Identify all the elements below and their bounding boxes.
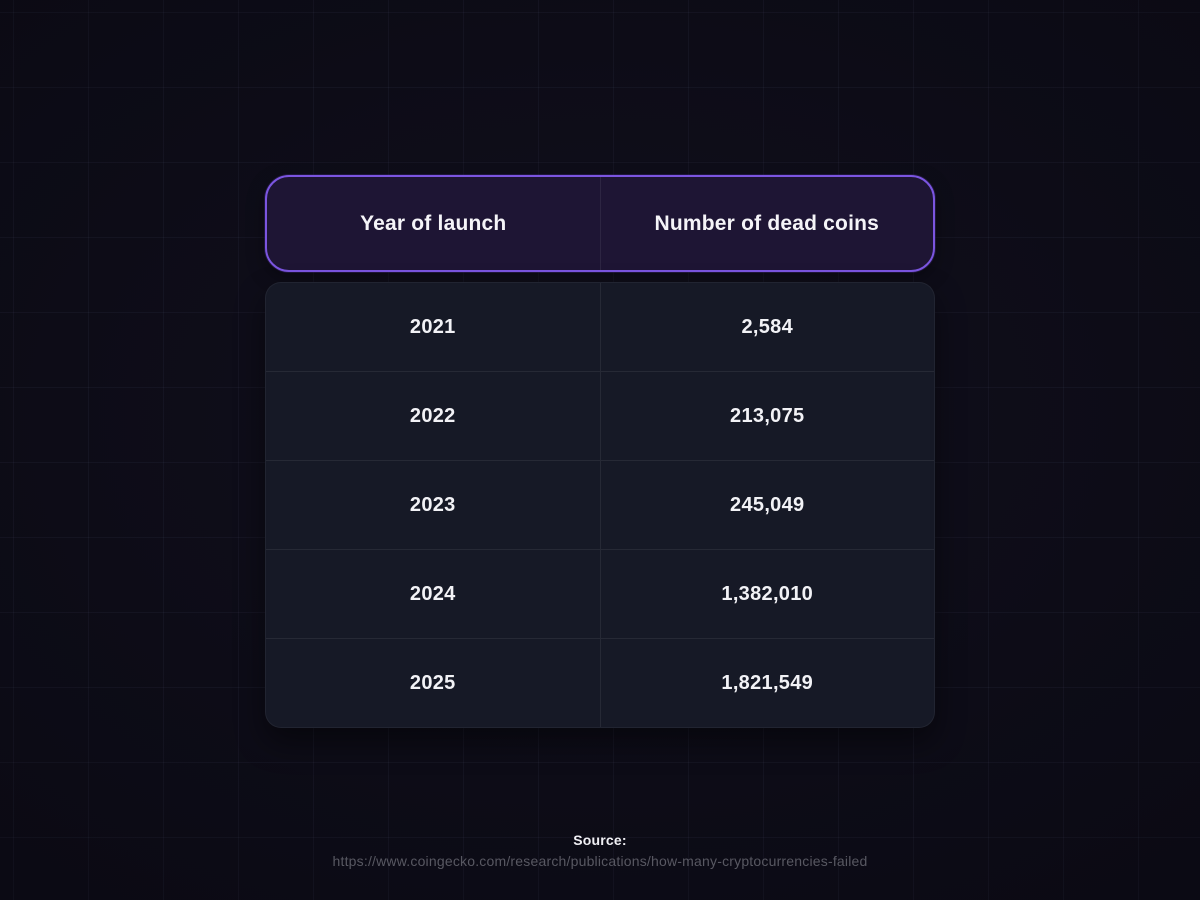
year-cell: 2021 <box>266 283 601 371</box>
dead-coins-table: Year of launch Number of dead coins 2021… <box>265 175 935 728</box>
dead-coins-count-cell: 245,049 <box>730 493 805 516</box>
source-label: Source: <box>573 832 627 848</box>
year-cell: 2022 <box>266 372 601 460</box>
dead-coins-count-cell: 1,821,549 <box>721 671 814 694</box>
table-row: 2024 1,382,010 <box>266 549 934 638</box>
table-header-row: Year of launch Number of dead coins <box>265 175 935 272</box>
table-row: 2022 213,075 <box>266 371 934 460</box>
column-header-year: Year of launch <box>267 177 601 270</box>
column-header-dead-coins: Number of dead coins <box>654 211 880 235</box>
table-body: 2021 2,584 2022 213,075 2023 245,049 202… <box>265 282 935 728</box>
year-cell: 2023 <box>266 461 601 549</box>
table-row: 2023 245,049 <box>266 460 934 549</box>
dead-coins-count-cell: 213,075 <box>730 404 805 427</box>
dead-coins-count-cell: 1,382,010 <box>721 582 814 605</box>
year-cell: 2024 <box>266 550 601 638</box>
source-url-link[interactable]: https://www.coingecko.com/research/publi… <box>332 853 868 869</box>
table-row: 2025 1,821,549 <box>266 638 934 727</box>
year-cell: 2025 <box>266 639 601 727</box>
source-block: Source: https://www.coingecko.com/resear… <box>0 832 1200 871</box>
table-row: 2021 2,584 <box>266 283 934 371</box>
dead-coins-count-cell: 2,584 <box>741 315 794 338</box>
